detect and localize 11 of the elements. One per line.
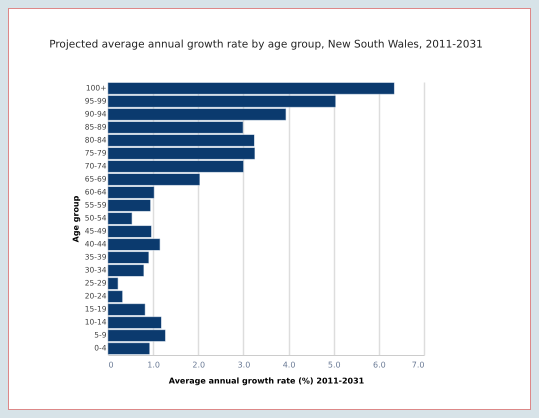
x-tick-label: 1.0 [147, 360, 160, 370]
x-tick-label: 7.0 [412, 360, 424, 370]
chart-title: Projected average annual growth rate by age group, New South Wales, 2011-2031 [49, 38, 483, 50]
x-tick-label: 4.0 [282, 360, 296, 370]
x-tick-label: 0 [108, 360, 114, 370]
x-tick-label: 5.0 [328, 360, 341, 370]
x-tick-label: 3.0 [238, 360, 250, 370]
y-axis-title: Age group [72, 195, 81, 242]
x-tick-label: 6.0 [372, 360, 386, 370]
x-axis-title: Average annual growth rate (%) 2011-2031 [168, 376, 365, 386]
x-tick-label: 2.0 [192, 360, 206, 370]
